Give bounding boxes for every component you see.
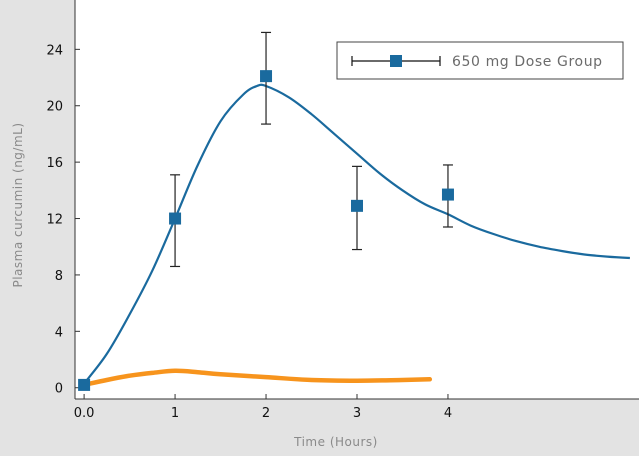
y-tick-label: 0 xyxy=(55,382,63,397)
legend-label: 650 mg Dose Group xyxy=(452,54,603,70)
data-point-marker xyxy=(78,378,91,391)
y-tick-label: 4 xyxy=(55,325,63,340)
data-point-marker xyxy=(260,70,273,83)
y-axis-title: Plasma curcumin (ng/mL) xyxy=(11,122,25,287)
y-tick-label: 16 xyxy=(46,156,63,171)
x-tick-label: 1 xyxy=(171,406,179,421)
data-point-marker xyxy=(169,212,182,225)
y-tick-label: 24 xyxy=(46,43,63,58)
comparison-line xyxy=(81,368,433,388)
legend: 650 mg Dose Group xyxy=(336,41,624,80)
x-tick-label: 4 xyxy=(444,406,452,421)
data-point-marker xyxy=(441,188,454,201)
x-axis-ticks: 0.0 1 2 3 4 xyxy=(74,394,452,421)
y-tick-label: 8 xyxy=(55,269,63,284)
data-point-marker xyxy=(351,199,363,212)
x-tick-label: 2 xyxy=(262,406,270,421)
y-tick-label: 12 xyxy=(46,213,63,228)
x-tick-label: 3 xyxy=(353,406,361,421)
y-tick-label: 20 xyxy=(46,100,63,115)
legend-marker xyxy=(390,55,402,67)
data-markers xyxy=(78,70,454,391)
x-axis-title: Time (Hours) xyxy=(293,435,378,449)
x-tick-label: 0.0 xyxy=(74,406,95,421)
y-axis-ticks: 0 4 8 12 16 20 24 xyxy=(46,43,80,397)
